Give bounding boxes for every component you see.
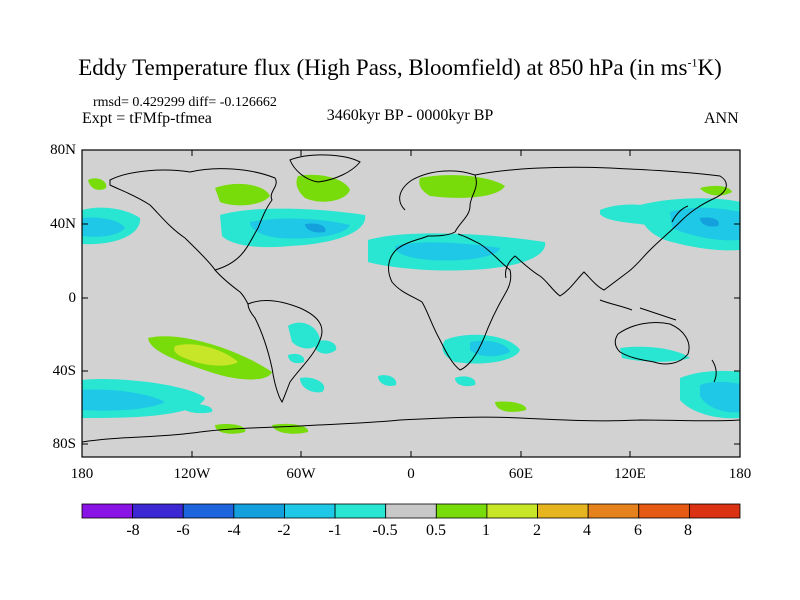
anomaly-core xyxy=(82,389,165,411)
anomaly-region xyxy=(288,353,305,364)
coast-asia xyxy=(474,166,727,297)
colorbar-label: -4 xyxy=(227,522,241,539)
x-tick-label: 180 xyxy=(728,466,752,482)
coast-australia xyxy=(614,321,690,365)
colorbar-swatch xyxy=(537,503,589,519)
colorbar-swatch xyxy=(688,503,741,519)
coast-south-america xyxy=(247,300,323,403)
title-superscript: -1 xyxy=(687,55,698,70)
colorbar-swatch xyxy=(284,503,336,519)
coast-north-america xyxy=(109,168,277,271)
colorbar xyxy=(81,503,741,519)
coast-japan xyxy=(671,205,689,223)
anomaly-core xyxy=(470,340,510,357)
anomaly-region xyxy=(620,346,690,362)
coastlines xyxy=(82,154,740,443)
anomaly-region xyxy=(300,377,325,393)
coast-central-america xyxy=(214,269,249,305)
title-suffix: K) xyxy=(697,55,722,80)
x-tick-label: 120E xyxy=(614,466,646,482)
colorbar-swatch xyxy=(81,503,134,519)
colorbar-swatch xyxy=(435,503,488,519)
positive-peak xyxy=(174,344,238,366)
positive-region xyxy=(296,174,350,202)
colorbar-swatch xyxy=(486,503,538,519)
coast-antarctica xyxy=(82,416,740,443)
x-tick-label: 60E xyxy=(508,466,534,482)
x-tick-label: 0 xyxy=(407,466,415,482)
colorbar-swatch xyxy=(334,503,387,519)
colorbar-label: 1 xyxy=(482,522,490,539)
x-tick-label: 120W xyxy=(173,466,211,482)
period-label: 3460kyr BP - 0000kyr BP xyxy=(326,107,494,124)
colorbar-swatch xyxy=(385,503,437,519)
positive-region xyxy=(419,175,505,198)
colorbar-swatch xyxy=(233,503,285,519)
colorbar-label: -0.5 xyxy=(372,522,398,539)
positive-region xyxy=(215,183,270,206)
anomaly-region xyxy=(288,322,320,349)
experiment-label: Expt = tFMfp-tfmea xyxy=(82,110,212,127)
y-tick-label: 40N xyxy=(50,216,76,232)
x-tick-label: 60W xyxy=(286,466,316,482)
colorbar-label: -2 xyxy=(277,522,291,539)
map-title: Eddy Temperature flux (High Pass, Bloomf… xyxy=(0,55,800,81)
colorbar-label: -8 xyxy=(126,522,140,539)
coast-europe-africa xyxy=(388,170,512,371)
positive-region xyxy=(88,178,107,190)
colorbar-label: -1 xyxy=(328,522,342,539)
colorbar-label: 4 xyxy=(583,522,591,539)
anomaly-fields xyxy=(82,174,740,434)
anomaly-region xyxy=(315,340,337,354)
anomaly-region xyxy=(378,375,397,386)
colorbar-swatch xyxy=(132,503,184,519)
colorbar-label: -6 xyxy=(176,522,190,539)
colorbar-swatch xyxy=(587,503,640,519)
coast-greenland xyxy=(289,154,361,183)
axis-ticks xyxy=(81,149,741,457)
colorbar-swatch xyxy=(182,503,235,519)
colorbar-label: 6 xyxy=(634,522,642,539)
anomaly-core xyxy=(395,242,500,261)
x-tick-label: 180 xyxy=(70,466,94,482)
y-tick-label: 80S xyxy=(52,436,76,452)
positive-region xyxy=(495,401,527,412)
title-prefix: Eddy Temperature flux (High Pass, Bloomf… xyxy=(78,55,688,80)
colorbar-swatch xyxy=(638,503,690,519)
coast-new-zealand xyxy=(711,359,717,383)
anomaly-core xyxy=(250,218,350,239)
colorbar-label: 0.5 xyxy=(426,522,446,539)
coast-indonesia xyxy=(599,299,677,321)
y-tick-label: 40S xyxy=(52,363,76,379)
season-label: ANN xyxy=(704,110,739,127)
anomaly-core xyxy=(700,381,740,413)
colorbar-label: 2 xyxy=(533,522,541,539)
anomaly-region xyxy=(455,376,476,387)
anomaly-region xyxy=(180,403,213,414)
stats-line: rmsd= 0.429299 diff= -0.126662 xyxy=(93,95,277,110)
positive-region xyxy=(700,185,732,196)
y-tick-label: 80N xyxy=(50,142,76,158)
y-tick-label: 0 xyxy=(68,290,77,306)
anomaly-peak xyxy=(700,217,719,227)
anomaly-core xyxy=(82,217,125,237)
anomaly-peak xyxy=(305,223,326,233)
colorbar-label: 8 xyxy=(684,522,692,539)
